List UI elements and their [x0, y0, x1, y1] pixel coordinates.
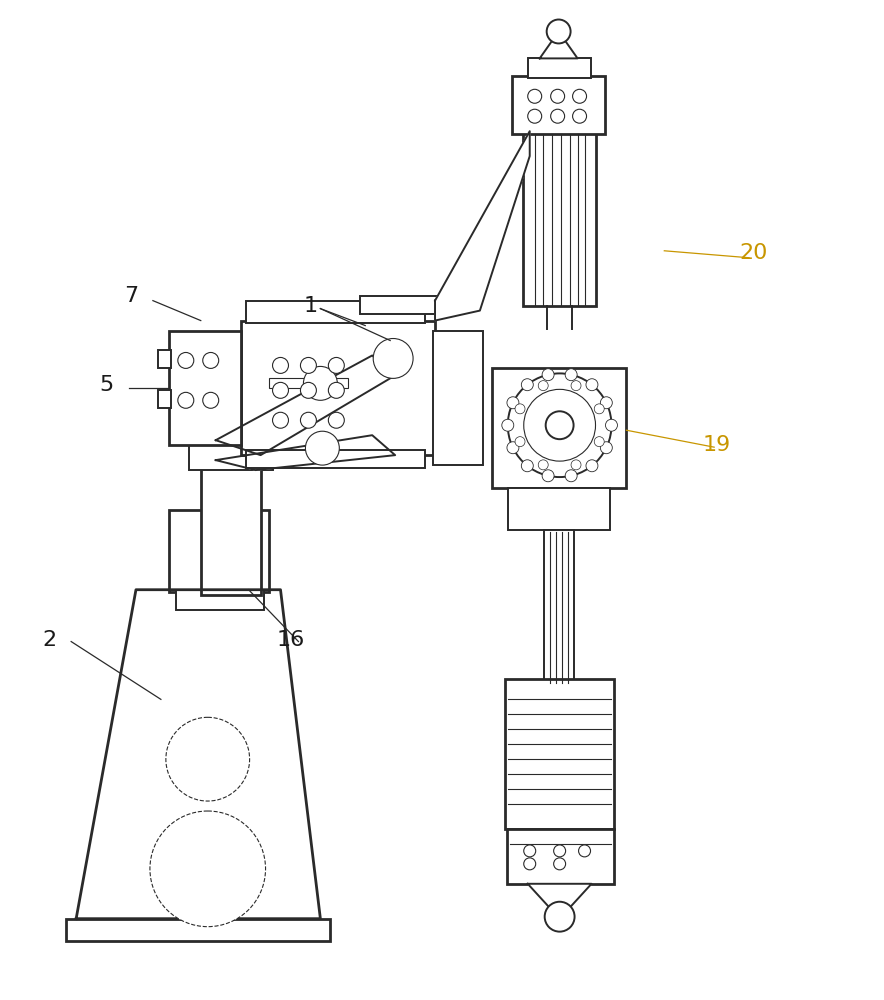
Circle shape: [553, 858, 566, 870]
Text: 2: 2: [42, 630, 57, 650]
Circle shape: [301, 357, 316, 373]
Circle shape: [542, 369, 554, 381]
Circle shape: [551, 89, 565, 103]
Circle shape: [507, 373, 612, 477]
Circle shape: [272, 357, 288, 373]
Circle shape: [272, 412, 288, 428]
Bar: [158, 350, 171, 368]
Bar: [544, 530, 574, 684]
Circle shape: [507, 397, 519, 409]
Circle shape: [528, 89, 542, 103]
Text: 1: 1: [303, 296, 317, 316]
Circle shape: [586, 379, 598, 391]
Text: 5: 5: [99, 375, 113, 395]
Text: 19: 19: [703, 435, 731, 455]
Circle shape: [542, 470, 554, 482]
Circle shape: [301, 382, 316, 398]
Text: 16: 16: [277, 630, 305, 650]
Circle shape: [565, 369, 577, 381]
Circle shape: [545, 411, 574, 439]
Bar: [246, 450, 425, 468]
Bar: [246, 301, 425, 323]
Circle shape: [553, 845, 566, 857]
Circle shape: [515, 404, 525, 414]
Circle shape: [606, 419, 617, 431]
Circle shape: [507, 442, 519, 454]
Circle shape: [303, 366, 338, 400]
Circle shape: [594, 404, 605, 414]
Bar: [512, 76, 606, 134]
Polygon shape: [76, 590, 320, 919]
Bar: [507, 829, 614, 884]
Circle shape: [523, 858, 536, 870]
Circle shape: [565, 470, 577, 482]
Circle shape: [538, 460, 548, 470]
Circle shape: [586, 460, 598, 472]
Circle shape: [178, 352, 194, 368]
Circle shape: [600, 442, 613, 454]
Polygon shape: [528, 884, 591, 919]
Bar: [361, 296, 440, 314]
Circle shape: [573, 109, 587, 123]
Circle shape: [373, 339, 413, 378]
Circle shape: [328, 412, 344, 428]
Polygon shape: [216, 435, 395, 470]
Circle shape: [202, 352, 218, 368]
Bar: [528, 58, 591, 78]
Polygon shape: [540, 31, 577, 58]
Bar: [492, 368, 627, 488]
Bar: [507, 488, 611, 530]
Circle shape: [306, 431, 339, 465]
Bar: [505, 679, 614, 829]
Circle shape: [502, 419, 514, 431]
Circle shape: [600, 397, 613, 409]
Circle shape: [166, 717, 249, 801]
Circle shape: [522, 460, 533, 472]
Bar: [66, 919, 331, 941]
Circle shape: [546, 20, 570, 43]
Bar: [158, 390, 171, 408]
Text: 20: 20: [740, 243, 768, 263]
Circle shape: [578, 845, 591, 857]
Circle shape: [328, 357, 344, 373]
Bar: [176, 590, 263, 610]
Circle shape: [571, 381, 581, 391]
Circle shape: [523, 389, 596, 461]
Circle shape: [538, 381, 548, 391]
Circle shape: [573, 89, 587, 103]
Bar: [240, 321, 435, 455]
Text: 7: 7: [124, 286, 138, 306]
Bar: [169, 510, 269, 592]
Bar: [269, 378, 348, 388]
Circle shape: [551, 109, 565, 123]
Circle shape: [515, 437, 525, 447]
Circle shape: [272, 382, 288, 398]
Bar: [169, 331, 240, 445]
Circle shape: [522, 379, 533, 391]
Polygon shape: [435, 131, 530, 321]
Bar: [433, 331, 483, 465]
Polygon shape: [216, 355, 395, 455]
Circle shape: [594, 437, 605, 447]
Circle shape: [178, 392, 194, 408]
Circle shape: [301, 412, 316, 428]
Circle shape: [202, 392, 218, 408]
Circle shape: [545, 902, 575, 932]
Circle shape: [150, 811, 265, 927]
Circle shape: [523, 845, 536, 857]
Circle shape: [328, 382, 344, 398]
Bar: [522, 131, 596, 306]
Bar: [189, 440, 272, 470]
Circle shape: [571, 460, 581, 470]
Circle shape: [528, 109, 542, 123]
Bar: [201, 465, 261, 595]
